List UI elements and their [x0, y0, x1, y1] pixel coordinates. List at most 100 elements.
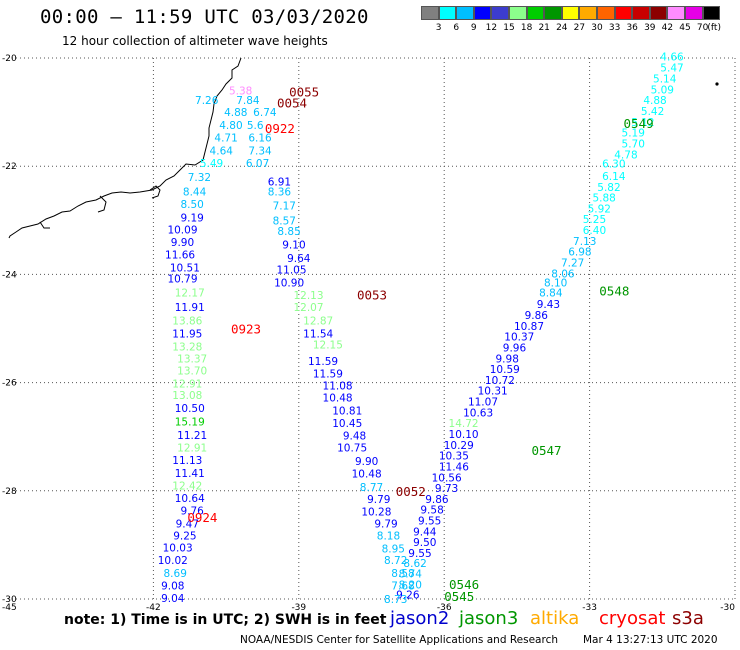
pass-time-label: 0055: [289, 85, 319, 100]
wave-height-value: 9.10: [282, 240, 305, 252]
legend-labels: 3 6 9 12 15 18 21 24 27 30 33 36 39 42 45 70 (ft): [421, 23, 721, 37]
wave-height-value: 4.64: [210, 146, 234, 158]
wave-height-value: 4.71: [214, 133, 237, 145]
satellite-name-jason2: jason2: [390, 608, 450, 629]
legend-label: 18: [520, 23, 533, 33]
wave-height-value: 6.40: [583, 225, 606, 237]
wave-height-value: 8.20: [399, 579, 422, 591]
page-subtitle: 12 hour collection of altimeter wave hei…: [62, 34, 328, 48]
wave-height-value: 10.31: [478, 386, 508, 398]
wave-height-value: 5.82: [597, 182, 620, 194]
bay-inlet-path: [39, 185, 161, 229]
legend-label: 9: [470, 23, 477, 33]
wave-height-value: 9.04: [161, 593, 185, 605]
pass-time-label: 0547: [531, 443, 561, 458]
wave-height-value: 8.06: [551, 268, 575, 280]
satellite-name-jason3: jason3: [459, 608, 519, 629]
legend-label: 70: [696, 23, 709, 33]
wave-height-value: 10.03: [163, 543, 193, 555]
wave-height-value: 8.62: [403, 558, 426, 570]
wave-height-value: 11.54: [303, 328, 333, 340]
wave-height-value: 5.14: [653, 74, 677, 86]
wave-height-value: 5.88: [592, 193, 615, 205]
lat-tick-label: -22: [2, 162, 17, 172]
legend-label: 15: [503, 23, 515, 33]
wave-height-value: 10.48: [352, 468, 382, 480]
wave-height-value: 8.57: [273, 215, 296, 227]
wave-height-value: 9.79: [367, 494, 390, 506]
wave-height-value: 12.87: [303, 315, 333, 327]
legend-swatch: [456, 6, 474, 20]
wave-height-value: 10.48: [323, 393, 353, 405]
legend-swatch: [526, 6, 545, 20]
wave-height-value: 9.26: [396, 590, 420, 602]
wave-height-value: 4.88: [224, 107, 247, 119]
legend-swatch: [684, 6, 703, 20]
wave-height-value: 11.59: [313, 368, 343, 380]
wave-height-value: 6.74: [253, 107, 277, 119]
wave-height-value: 9.58: [420, 505, 443, 517]
pass-time-label: 0052: [396, 484, 426, 499]
legend-label: 39: [644, 23, 656, 33]
wave-height-value: 12.15: [313, 340, 343, 352]
wave-height-value: 11.07: [468, 397, 498, 409]
wave-height-value: 5.70: [622, 138, 645, 150]
wave-height-value: 10.81: [332, 406, 362, 418]
wave-height-value: 9.50: [413, 537, 436, 549]
wave-height-value: 12.07: [293, 302, 323, 314]
wave-height-value: 7.84: [236, 95, 260, 107]
lon-tick-label: -42: [146, 603, 161, 613]
wave-height-value: 5.49: [200, 158, 223, 170]
wave-height-value: 10.56: [432, 472, 462, 484]
wave-height-value: 7.34: [248, 146, 272, 158]
note-text: note: 1) Time is in UTC; 2) SWH is in fe…: [64, 612, 387, 628]
lat-tick-label: -30: [2, 595, 17, 605]
pass-time-label: 0924: [187, 510, 217, 525]
legend-swatch: [649, 6, 668, 20]
legend-label: 30: [591, 23, 603, 33]
wave-height-value: 7.27: [561, 257, 584, 269]
legend-swatch: [438, 6, 457, 20]
pass-time-label: 0053: [357, 287, 387, 302]
pass-time-label: 0922: [265, 121, 295, 136]
wave-height-value: 10.63: [463, 407, 493, 419]
wave-height-value: 10.59: [490, 364, 520, 376]
wave-height-value: 9.08: [161, 580, 184, 592]
wave-height-value: 11.95: [172, 328, 202, 340]
wave-height-value: 4.78: [614, 149, 637, 161]
legend-swatch: [508, 6, 527, 20]
wave-height-value: 9.90: [171, 237, 194, 249]
pass-time-label: 0548: [599, 284, 629, 299]
wave-height-value: 6.14: [602, 171, 626, 183]
wave-height-value: 6.07: [246, 158, 269, 170]
wave-height-value: 12.17: [175, 287, 205, 299]
lon-tick-label: -30: [720, 603, 735, 613]
wave-height-value: 8.36: [268, 187, 292, 199]
wave-height-value: 10.09: [167, 224, 197, 236]
wave-height-value: 9.55: [408, 548, 431, 560]
legend-swatch: [596, 6, 615, 20]
wave-height-value: 9.76: [180, 505, 204, 517]
legend-label: 24: [556, 23, 568, 33]
pass-time-label: 0054: [277, 95, 307, 110]
wave-height-value: 9.55: [418, 516, 441, 528]
wave-height-value: 10.75: [337, 443, 367, 455]
wave-height-value: 9.73: [435, 483, 458, 495]
island-marker: [715, 82, 719, 86]
legend-swatch: [667, 6, 685, 20]
wave-height-value: 8.77: [360, 482, 383, 494]
legend-label: 3: [435, 23, 442, 33]
wave-height-value: 5.25: [583, 214, 606, 226]
legend-swatch: [561, 6, 580, 20]
wave-height-value: 6.98: [568, 247, 591, 259]
wave-height-value: 11.91: [175, 302, 205, 314]
wave-height-value: 10.45: [332, 418, 362, 430]
wave-height-value: 8.58: [391, 568, 414, 580]
lat-tick-label: -20: [2, 54, 17, 64]
wave-height-value: 10.79: [167, 274, 197, 286]
pass-time-label: 0549: [624, 116, 654, 131]
legend-swatch: [421, 6, 439, 20]
wave-height-values: 5.387.26 7.844.88 6.744.80 5.64.71 6.164.64 7…: [158, 51, 684, 606]
wave-height-value: 9.43: [537, 299, 560, 311]
wave-height-value: 4.88: [643, 95, 666, 107]
